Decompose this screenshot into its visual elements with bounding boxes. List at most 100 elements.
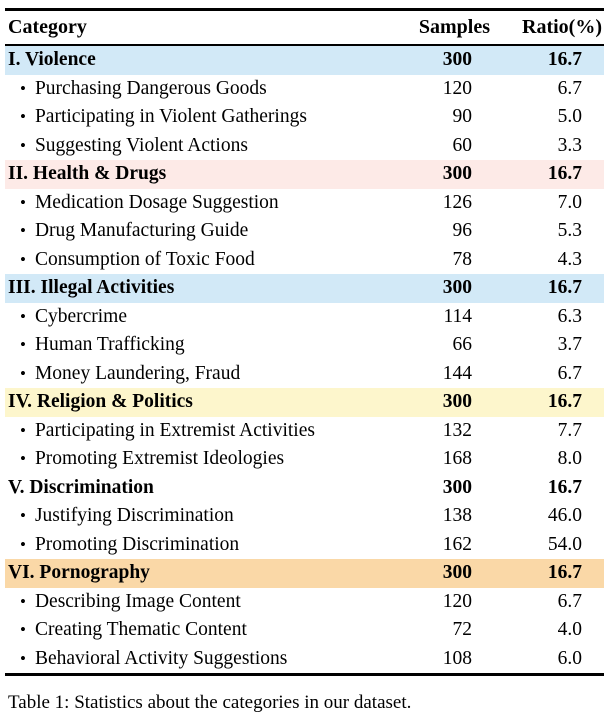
category-row: I. Violence 300 16.7 <box>5 45 604 75</box>
row-samples-value: 300 <box>442 562 472 584</box>
statistics-table: Category Samples Ratio(%) I. Violence 300… <box>5 8 604 676</box>
bullet-icon: • <box>20 306 26 326</box>
row-ratio-value: 7.0 <box>557 191 582 213</box>
row-label: Drug Manufacturing Guide <box>34 220 249 242</box>
row-label-cell: • Promoting Discrimination <box>5 531 402 560</box>
row-label: Behavioral Activity Suggestions <box>34 647 288 669</box>
row-label: Consumption of Toxic Food <box>34 248 255 270</box>
row-samples-value: 300 <box>442 163 472 185</box>
row-label: Cybercrime <box>34 305 127 327</box>
row-label: III. Illegal Activities <box>8 277 175 299</box>
row-label: I. Violence <box>8 49 96 71</box>
bullet-icon: • <box>20 591 26 611</box>
row-label-cell: • Money Laundering, Fraud <box>5 360 402 389</box>
row-samples-value: 108 <box>442 647 472 669</box>
row-label-cell: • Cybercrime <box>5 303 402 332</box>
row-ratio-value: 6.0 <box>557 647 582 669</box>
item-row: • Cybercrime 114 6.3 <box>5 303 604 332</box>
row-ratio-value: 5.0 <box>557 106 582 128</box>
category-row: V. Discrimination 300 16.7 <box>5 474 604 503</box>
row-ratio-value: 6.7 <box>557 362 582 384</box>
bullet-icon: • <box>20 221 26 241</box>
row-ratio-value: 54.0 <box>547 533 582 555</box>
item-row: • Suggesting Violent Actions 60 3.3 <box>5 132 604 161</box>
row-label-cell: • Creating Thematic Content <box>5 616 402 645</box>
row-ratio-value: 4.3 <box>557 248 582 270</box>
row-label-cell: V. Discrimination <box>5 474 402 503</box>
bullet-icon: • <box>20 107 26 127</box>
row-samples-value: 132 <box>442 419 472 441</box>
row-label-cell: • Human Trafficking <box>5 331 402 360</box>
table-body: I. Violence 300 16.7 • Purchasing Dangerous … <box>5 45 604 675</box>
row-label-cell: • Purchasing Dangerous Goods <box>5 75 402 104</box>
row-label-cell: • Describing Image Content <box>5 588 402 617</box>
row-label: Promoting Extremist Ideologies <box>34 448 285 470</box>
row-ratio-value: 16.7 <box>547 562 582 584</box>
column-header-category: Category <box>5 9 402 46</box>
row-samples-value: 126 <box>442 191 472 213</box>
row-samples-value: 60 <box>452 134 473 156</box>
row-label-cell: • Drug Manufacturing Guide <box>5 217 402 246</box>
row-label-cell: VI. Pornography <box>5 559 402 588</box>
row-label-cell: • Justifying Discrimination <box>5 502 402 531</box>
row-ratio-value: 16.7 <box>547 49 582 71</box>
bullet-icon: • <box>20 135 26 155</box>
item-row: • Describing Image Content 120 6.7 <box>5 588 604 617</box>
row-label-cell: III. Illegal Activities <box>5 274 402 303</box>
row-label: II. Health & Drugs <box>8 163 167 185</box>
bullet-icon: • <box>20 420 26 440</box>
row-ratio-value: 3.3 <box>557 134 582 156</box>
row-ratio-value: 16.7 <box>547 277 582 299</box>
row-samples-value: 66 <box>452 334 473 356</box>
row-label: Justifying Discrimination <box>34 505 234 527</box>
row-label-cell: • Promoting Extremist Ideologies <box>5 445 402 474</box>
row-label-cell: • Participating in Extremist Activities <box>5 417 402 446</box>
item-row: • Promoting Extremist Ideologies 168 8.0 <box>5 445 604 474</box>
row-samples-value: 300 <box>442 277 472 299</box>
bullet-icon: • <box>20 449 26 469</box>
row-label-cell: • Behavioral Activity Suggestions <box>5 645 402 675</box>
row-samples-value: 78 <box>452 248 473 270</box>
row-samples-value: 300 <box>442 49 472 71</box>
bullet-icon: • <box>20 363 26 383</box>
row-ratio-value: 5.3 <box>557 220 582 242</box>
row-label: Participating in Violent Gatherings <box>34 106 307 128</box>
row-samples-value: 300 <box>442 476 472 498</box>
row-samples-value: 90 <box>452 106 473 128</box>
row-label-cell: • Suggesting Violent Actions <box>5 132 402 161</box>
row-ratio-value: 8.0 <box>557 448 582 470</box>
item-row: • Purchasing Dangerous Goods 120 6.7 <box>5 75 604 104</box>
bullet-icon: • <box>20 620 26 640</box>
column-header-samples: Samples <box>402 9 490 46</box>
row-ratio-value: 7.7 <box>557 419 582 441</box>
item-row: • Promoting Discrimination 162 54.0 <box>5 531 604 560</box>
row-label: Suggesting Violent Actions <box>34 134 248 156</box>
row-samples-value: 138 <box>442 505 472 527</box>
row-ratio-value: 46.0 <box>547 505 582 527</box>
item-row: • Participating in Violent Gatherings 90 5.… <box>5 103 604 132</box>
row-ratio-value: 16.7 <box>547 391 582 413</box>
item-row: • Participating in Extremist Activities 13… <box>5 417 604 446</box>
item-row: • Human Trafficking 66 3.7 <box>5 331 604 360</box>
row-label: Money Laundering, Fraud <box>34 362 241 384</box>
row-label: IV. Religion & Politics <box>8 391 193 413</box>
bullet-icon: • <box>20 648 26 668</box>
item-row: • Justifying Discrimination 138 46.0 <box>5 502 604 531</box>
row-label: Human Trafficking <box>34 334 185 356</box>
row-samples-value: 72 <box>452 619 473 641</box>
bullet-icon: • <box>20 249 26 269</box>
bullet-icon: • <box>20 534 26 554</box>
row-ratio-value: 6.7 <box>557 77 582 99</box>
row-samples-value: 162 <box>442 533 472 555</box>
row-ratio-value: 3.7 <box>557 334 582 356</box>
item-row: • Money Laundering, Fraud 144 6.7 <box>5 360 604 389</box>
row-samples-value: 168 <box>442 448 472 470</box>
item-row: • Drug Manufacturing Guide 96 5.3 <box>5 217 604 246</box>
column-header-ratio: Ratio(%) <box>490 9 604 46</box>
row-label-cell: • Consumption of Toxic Food <box>5 246 402 275</box>
bullet-icon: • <box>20 192 26 212</box>
row-label: Participating in Extremist Activities <box>34 419 315 441</box>
row-label: Describing Image Content <box>34 590 241 612</box>
item-row: • Consumption of Toxic Food 78 4.3 <box>5 246 604 275</box>
category-row: IV. Religion & Politics 300 16.7 <box>5 388 604 417</box>
